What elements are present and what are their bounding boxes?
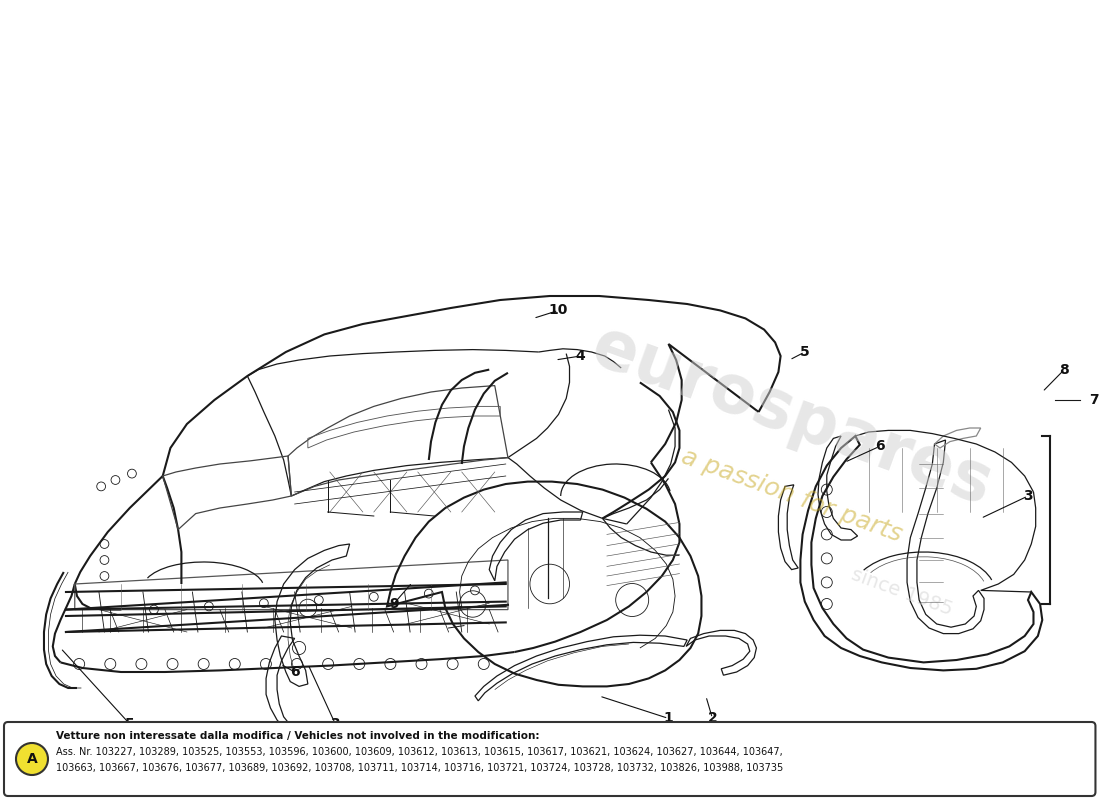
Text: A: A <box>26 752 37 766</box>
Text: 2: 2 <box>707 711 717 726</box>
Text: 9: 9 <box>388 597 398 611</box>
Text: Ass. Nr. 103227, 103289, 103525, 103553, 103596, 103600, 103609, 103612, 103613,: Ass. Nr. 103227, 103289, 103525, 103553,… <box>56 747 783 757</box>
Text: 103663, 103667, 103676, 103677, 103689, 103692, 103708, 103711, 103714, 103716, : 103663, 103667, 103676, 103677, 103689, … <box>56 763 783 773</box>
Text: 3: 3 <box>330 717 340 731</box>
Text: 3: 3 <box>1023 489 1033 503</box>
Text: 8: 8 <box>1059 362 1069 377</box>
Text: 6: 6 <box>874 439 884 454</box>
Text: eurospares: eurospares <box>582 313 1001 519</box>
Text: since 1985: since 1985 <box>848 565 955 619</box>
Text: a passion for parts: a passion for parts <box>678 445 905 547</box>
Text: 4: 4 <box>575 349 585 363</box>
Text: Vetture non interessate dalla modifica / Vehicles not involved in the modificati: Vetture non interessate dalla modifica /… <box>56 731 539 741</box>
Text: 5: 5 <box>800 345 810 359</box>
Text: 5: 5 <box>125 717 134 731</box>
Text: 6: 6 <box>289 665 299 679</box>
FancyBboxPatch shape <box>4 722 1096 796</box>
Text: 7: 7 <box>1089 393 1099 407</box>
Circle shape <box>16 743 48 775</box>
Text: 10: 10 <box>549 303 569 318</box>
Text: 1: 1 <box>663 711 673 726</box>
